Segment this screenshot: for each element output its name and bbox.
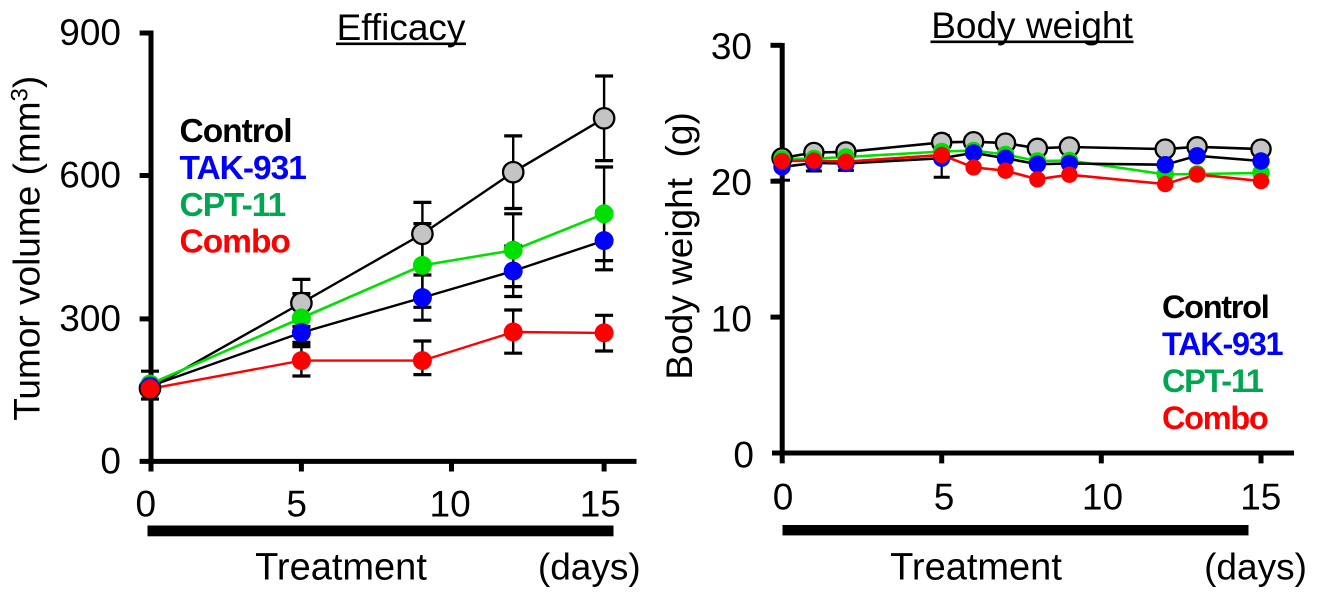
svg-text:0: 0: [773, 477, 794, 518]
svg-text:Combo: Combo: [180, 224, 291, 261]
svg-text:600: 600: [59, 155, 121, 196]
svg-text:TAK-931: TAK-931: [1162, 326, 1284, 362]
svg-text:10: 10: [1082, 477, 1123, 518]
svg-text:Treatment: Treatment: [255, 547, 427, 589]
svg-text:Body weight (g): Body weight (g): [659, 112, 700, 379]
svg-text:30: 30: [711, 26, 752, 67]
svg-text:CPT-11: CPT-11: [180, 187, 286, 224]
svg-text:CPT-11: CPT-11: [1162, 363, 1264, 399]
svg-text:Control: Control: [180, 113, 292, 150]
svg-text:0: 0: [136, 483, 157, 524]
svg-text:Body weight: Body weight: [931, 5, 1133, 46]
svg-text:10: 10: [430, 483, 471, 524]
svg-text:(days): (days): [1204, 547, 1307, 588]
svg-text:15: 15: [1240, 477, 1281, 518]
svg-text:Control: Control: [1162, 289, 1268, 325]
svg-text:0: 0: [100, 440, 121, 481]
svg-text:Efficacy: Efficacy: [337, 7, 466, 48]
svg-text:(days): (days): [538, 547, 641, 588]
svg-text:TAK-931: TAK-931: [180, 150, 307, 187]
svg-text:300: 300: [59, 298, 121, 339]
svg-text:900: 900: [59, 12, 121, 53]
svg-text:0: 0: [733, 435, 754, 476]
svg-text:Treatment: Treatment: [890, 547, 1062, 589]
svg-text:15: 15: [580, 483, 621, 524]
svg-text:5: 5: [286, 483, 307, 524]
svg-text:Combo: Combo: [1162, 400, 1268, 436]
svg-text:5: 5: [934, 477, 955, 518]
svg-text:10: 10: [711, 299, 752, 340]
svg-text:20: 20: [711, 162, 752, 203]
svg-text:Tumor volume (mm3): Tumor volume (mm3): [6, 76, 47, 421]
